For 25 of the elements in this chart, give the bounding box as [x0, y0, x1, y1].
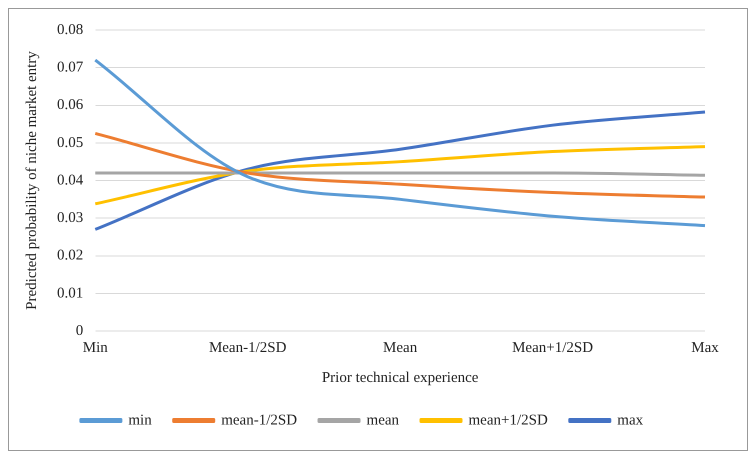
- x-tick-label: Min: [82, 340, 108, 356]
- x-tick-label: Mean: [383, 340, 418, 356]
- x-tick-label: Max: [691, 340, 720, 356]
- legend-label: mean+1/2SD: [468, 412, 548, 428]
- x-tick-label: Mean-1/2SD: [208, 340, 287, 356]
- x-axis-title: Prior technical experience: [322, 370, 479, 386]
- legend-label: min: [128, 412, 152, 428]
- legend-label: mean: [366, 412, 400, 428]
- y-axis-title: Predicted probability of niche market entry: [24, 50, 40, 310]
- line-series: [94, 132, 706, 199]
- y-tick-label: 0.04: [57, 172, 84, 188]
- y-tick-label: 0.03: [57, 210, 84, 226]
- y-tick-label: 0: [76, 322, 84, 339]
- y-tick-label: 0.08: [57, 22, 84, 38]
- line-series: [94, 58, 706, 228]
- legend-label: max: [617, 412, 644, 428]
- y-tick-label: 0.06: [57, 97, 84, 114]
- line-series: [94, 145, 706, 206]
- y-tick-label: 0.05: [57, 134, 84, 151]
- legend-label: mean-1/2SD: [221, 412, 298, 428]
- x-tick-label: Mean+1/2SD: [512, 340, 594, 356]
- line-series: [94, 110, 706, 231]
- y-tick-label: 0.07: [57, 60, 84, 76]
- y-tick-label: 0.01: [57, 285, 84, 302]
- y-tick-label: 0.02: [57, 248, 84, 264]
